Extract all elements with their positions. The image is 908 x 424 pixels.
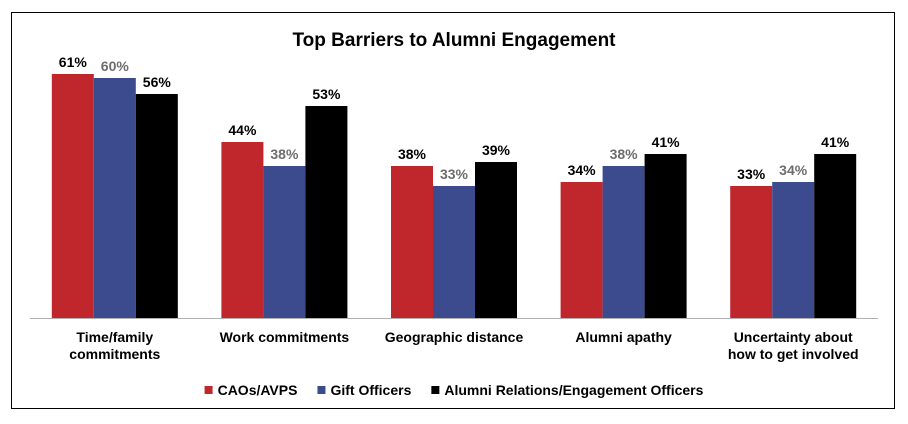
bar-4-series-3 (644, 154, 687, 318)
data-label-3-series-3: 39% (482, 142, 511, 158)
data-label-1-series-1: 61% (59, 54, 88, 70)
data-label-5-series-1: 33% (737, 166, 766, 182)
data-label-2-series-2: 38% (270, 146, 299, 162)
bar-1-series-2 (93, 78, 136, 318)
bar-2-series-2 (263, 166, 306, 318)
chart-title: Top Barriers to Alumni Engagement (292, 30, 616, 51)
legend-swatch-1 (204, 386, 213, 394)
bar-5-series-2 (772, 182, 815, 318)
category-label-5: Uncertainty about how to get involved (728, 329, 859, 362)
data-label-1-series-2: 60% (101, 58, 130, 74)
category-label-3: Geographic distance (385, 329, 524, 345)
legend-label-2: Gift Officers (330, 382, 411, 398)
bar-1-series-1 (51, 74, 94, 318)
data-label-4-series-2: 38% (610, 146, 639, 162)
bars-group: 61% 60% 56% 44% 38% 53% 38% 33% 39% 34% 38% 41% 33% 3… (51, 54, 857, 318)
data-label-2-series-3: 53% (312, 86, 341, 102)
bar-5-series-3 (814, 154, 857, 318)
bar-2-series-3 (305, 106, 348, 318)
bar-4-series-1 (560, 182, 603, 318)
legend-swatch-3 (431, 386, 440, 394)
data-label-3-series-2: 33% (440, 166, 469, 182)
category-label-1: Time/family commitments (69, 329, 160, 362)
data-label-3-series-1: 38% (398, 146, 427, 162)
data-label-4-series-1: 34% (568, 162, 597, 178)
bar-1-series-3 (135, 94, 178, 318)
bar-3-series-3 (475, 162, 517, 318)
data-label-1-series-3: 56% (143, 74, 172, 90)
bar-4-series-2 (602, 166, 645, 318)
bar-2-series-1 (221, 142, 264, 318)
legend-label-3: Alumni Relations/Engagement Officers (444, 382, 703, 398)
x-axis: Time/family commitments Work commitments Ge… (30, 318, 878, 362)
bar-5-series-1 (730, 186, 773, 318)
bar-3-series-2 (433, 186, 475, 318)
legend: CAOs/AVPS Gift Officers Alumni Relations/E… (204, 382, 704, 398)
data-label-5-series-3: 41% (821, 134, 850, 150)
data-label-2-series-1: 44% (228, 122, 257, 138)
data-label-5-series-2: 34% (779, 162, 808, 178)
legend-swatch-2 (317, 386, 326, 394)
category-label-4: Alumni apathy (575, 329, 672, 345)
legend-label-1: CAOs/AVPS (218, 382, 298, 398)
data-label-4-series-3: 41% (652, 134, 681, 150)
bar-3-series-1 (391, 166, 433, 318)
category-label-2: Work commitments (220, 329, 350, 345)
